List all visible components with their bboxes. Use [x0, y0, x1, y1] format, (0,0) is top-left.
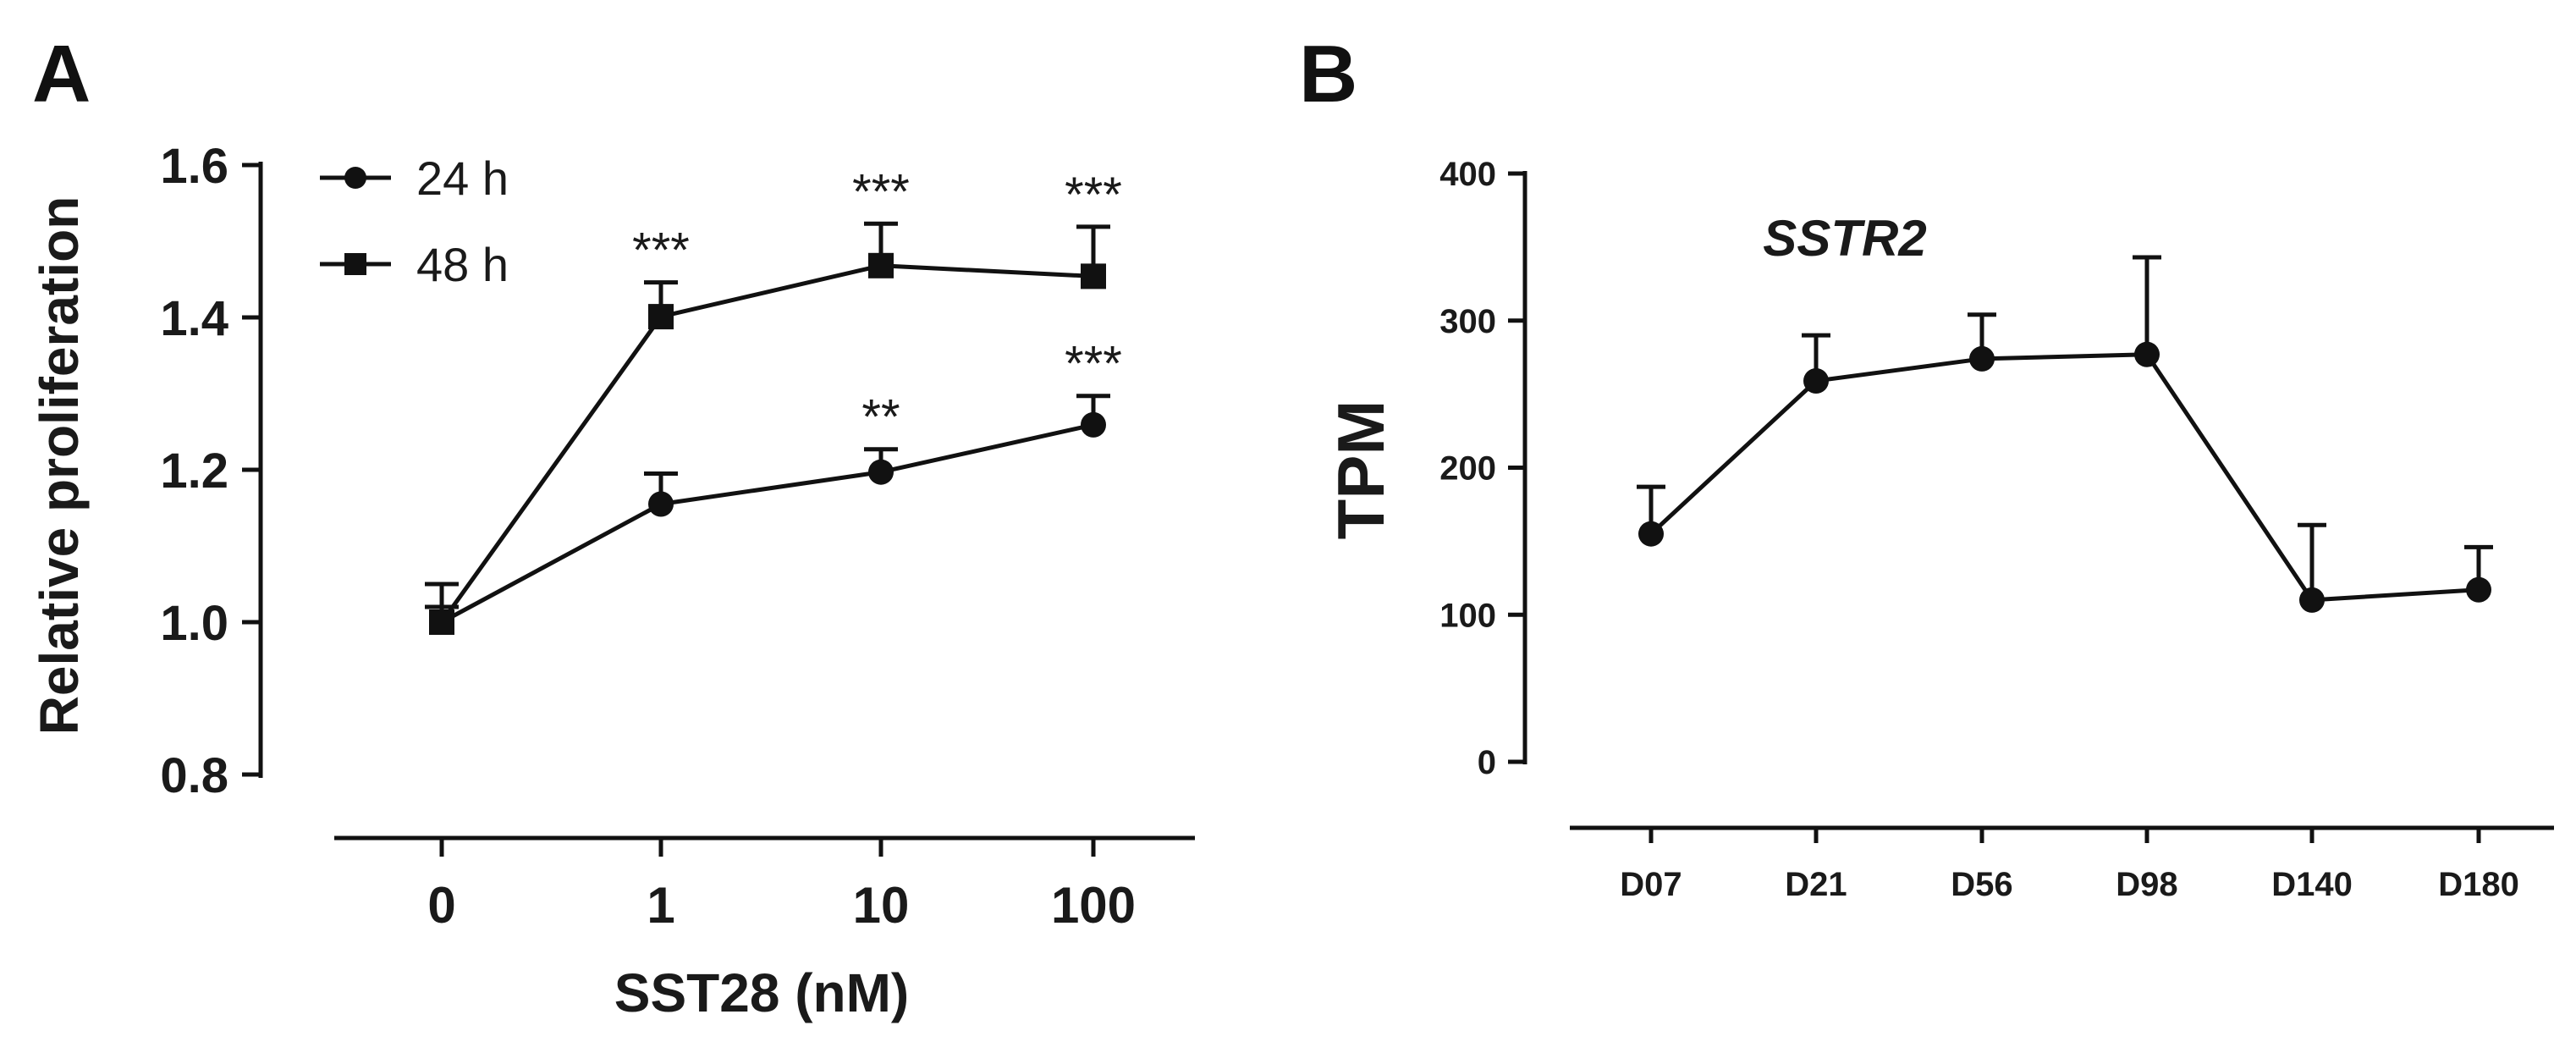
panel-b-line-sstr2 — [1649, 352, 2480, 603]
panel-b-y-axis-title: TPM — [1324, 400, 1398, 540]
panel-a-point-48h — [868, 252, 894, 278]
panel-a-letter: A — [32, 29, 91, 119]
panel-a-significance-48h: *** — [852, 164, 910, 219]
panel-a-point-48h — [648, 304, 674, 330]
panel-a-point-48h — [1081, 263, 1106, 289]
panel-b-point-sstr2 — [2134, 341, 2160, 367]
panel-a-significance-48h: *** — [632, 223, 690, 278]
legend-label-24h: 24 h — [416, 152, 509, 205]
panel-b-series-line — [1649, 352, 2480, 603]
panel-a-x-tick-label: 1 — [647, 877, 674, 934]
panel-a-legend: 24 h 48 h — [320, 152, 509, 291]
panel-b: B 0 100 200 300 400 D07 D21 D56 D98 D140 D180 SSTR… — [1299, 29, 2554, 903]
panel-a-point-24h — [868, 459, 894, 485]
panel-a-x-tick-label: 0 — [427, 877, 455, 934]
panel-b-point-sstr2 — [2299, 587, 2325, 613]
panel-a-significance-48h: *** — [1065, 168, 1122, 223]
panel-b-x-tick-label: D56 — [1951, 866, 2012, 903]
panel-a-x-tick-label: 100 — [1051, 877, 1136, 934]
panel-a: A 0.81.01.21.41.60 1 10 100 *********** *** … — [29, 29, 1195, 1023]
panel-a-series-lines — [439, 263, 1094, 625]
panel-a-point-24h — [1081, 411, 1106, 438]
panel-a-y-tick-label: 0.8 — [160, 748, 228, 803]
legend-marker-24h — [344, 167, 366, 189]
panel-a-error-bars — [425, 221, 1110, 622]
legend-label-48h: 48 h — [416, 238, 509, 291]
panel-b-x-tick-label: D07 — [1620, 866, 1682, 903]
panel-b-y-tick-label: 400 — [1439, 156, 1496, 193]
panel-b-markers — [1638, 341, 2491, 613]
panel-a-significance-24h: ** — [861, 390, 900, 445]
panel-b-y-tick-label: 200 — [1439, 450, 1496, 488]
panel-b-y-tick-label: 300 — [1439, 303, 1496, 340]
panel-b-point-sstr2 — [1638, 521, 1664, 547]
panel-a-significance: *********** *** — [632, 164, 1122, 444]
panel-b-letter: B — [1299, 29, 1357, 119]
panel-a-x-tick-label: 10 — [853, 877, 910, 934]
panel-b-gene-title: SSTR2 — [1763, 210, 1926, 267]
panel-a-y-tick-label: 1.2 — [160, 444, 228, 499]
panel-b-x-tick-label: D140 — [2271, 866, 2353, 903]
panel-a-line-48h — [439, 263, 1094, 624]
panel-b-x-tick-label: D180 — [2438, 866, 2519, 903]
panel-a-y-tick-label: 1.6 — [160, 139, 228, 194]
panel-a-significance-24h: *** — [1065, 337, 1122, 392]
panel-a-x-axis-title: SST28 (nM) — [614, 962, 909, 1023]
panel-b-y-tick-label: 100 — [1439, 597, 1496, 634]
panel-b-x-tick-label: D21 — [1785, 866, 1847, 903]
panel-a-markers — [429, 252, 1106, 635]
panel-a-point-24h — [648, 491, 674, 517]
legend-marker-48h — [344, 253, 366, 275]
panel-b-x-tick-label: D98 — [2116, 866, 2177, 903]
panel-a-y-tick-label: 1.4 — [160, 291, 228, 346]
panel-a-axes: 0.8 1.0 1.2 1.4 1.6 0 1 10 100 — [160, 139, 1195, 934]
panel-b-point-sstr2 — [1803, 367, 1829, 394]
panel-b-axes: 0 100 200 300 400 D07 D21 D56 D98 D140 D180 — [1439, 156, 2554, 903]
panel-b-point-sstr2 — [2466, 576, 2491, 603]
panel-a-line-24h — [440, 422, 1094, 625]
panel-b-y-tick-label: 0 — [1478, 744, 1496, 781]
panel-a-y-tick-label: 1.0 — [160, 596, 228, 651]
panel-b-point-sstr2 — [1969, 345, 1995, 372]
panel-a-point-48h — [429, 609, 454, 635]
panel-a-y-axis-title: Relative proliferation — [29, 196, 90, 736]
